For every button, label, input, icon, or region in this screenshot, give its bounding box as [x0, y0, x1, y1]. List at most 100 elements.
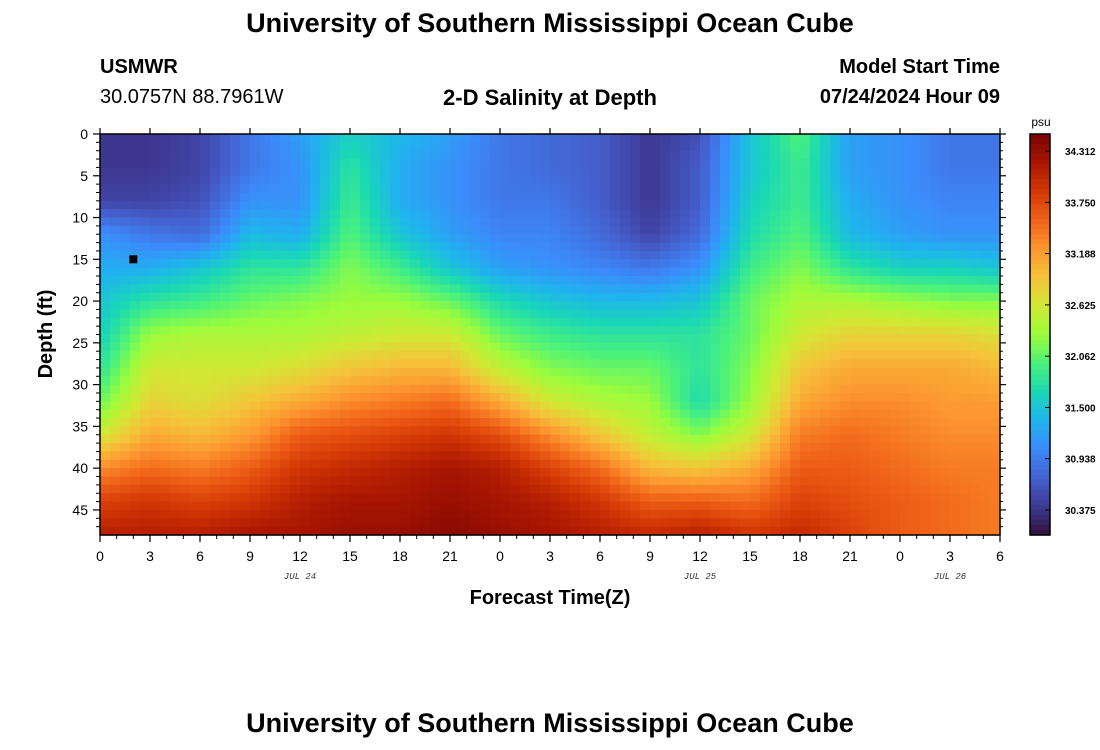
heat-cell: [580, 518, 591, 528]
heat-cell: [450, 434, 461, 444]
heat-cell: [970, 468, 981, 478]
heat-cell: [310, 326, 321, 336]
heat-cell: [770, 384, 781, 394]
heat-cell: [880, 200, 891, 210]
heat-cell: [780, 476, 791, 486]
heat-cell: [770, 225, 781, 235]
heat-cell: [120, 209, 131, 219]
heat-cell: [430, 159, 441, 169]
heat-cell: [560, 459, 571, 469]
heat-cell: [860, 267, 871, 277]
heat-cell: [550, 134, 561, 143]
heat-cell: [880, 317, 891, 327]
heat-cell: [460, 476, 471, 486]
heat-cell: [810, 443, 821, 453]
heat-cell: [220, 259, 231, 269]
heat-cell: [430, 367, 441, 377]
heat-cell: [440, 359, 451, 369]
heat-cell: [530, 509, 541, 519]
heat-cell: [910, 459, 921, 469]
heat-cell: [250, 309, 261, 319]
heat-cell: [260, 225, 271, 235]
heat-cell: [210, 267, 221, 277]
heat-cell: [160, 351, 171, 361]
heat-cell: [690, 384, 701, 394]
heat-cell: [300, 317, 311, 327]
heat-cell: [970, 359, 981, 369]
heat-cell: [160, 451, 171, 461]
heat-cell: [400, 376, 411, 386]
colorbar-segment: [1030, 459, 1050, 466]
heat-cell: [420, 342, 431, 352]
heat-cell: [750, 434, 761, 444]
heat-cell: [220, 476, 231, 486]
heat-cell: [540, 392, 551, 402]
heat-cell: [180, 159, 191, 169]
heat-cell: [930, 367, 941, 377]
heat-cell: [820, 334, 831, 344]
heat-cell: [670, 518, 681, 528]
heat-cell: [870, 225, 881, 235]
heat-cell: [790, 259, 801, 269]
heat-cell: [470, 367, 481, 377]
heat-cell: [360, 150, 371, 160]
heat-cell: [860, 234, 871, 244]
heat-cell: [630, 234, 641, 244]
heat-cell: [670, 426, 681, 436]
heat-cell: [440, 334, 451, 344]
heat-cell: [300, 392, 311, 402]
heat-cell: [330, 518, 341, 528]
heat-cell: [440, 367, 451, 377]
heat-cell: [750, 351, 761, 361]
heat-cell: [930, 359, 941, 369]
heat-cell: [740, 267, 751, 277]
heat-cell: [520, 159, 531, 169]
heat-cell: [680, 459, 691, 469]
heat-cell: [610, 501, 621, 511]
heat-cell: [770, 418, 781, 427]
heat-cell: [360, 301, 371, 311]
heat-cell: [670, 292, 681, 302]
heat-cell: [770, 459, 781, 469]
heat-cell: [600, 276, 611, 285]
heat-cell: [190, 225, 201, 235]
heat-cell: [640, 184, 651, 194]
heat-cell: [540, 451, 551, 461]
heat-cell: [660, 284, 671, 294]
heat-cell: [100, 142, 111, 152]
heat-cell: [740, 142, 751, 152]
heat-cell: [920, 225, 931, 235]
heat-cell: [970, 392, 981, 402]
heat-cell: [610, 150, 621, 160]
heat-cell: [750, 142, 761, 152]
heat-cell: [660, 392, 671, 402]
heat-cell: [610, 376, 621, 386]
heat-cell: [330, 451, 341, 461]
heat-cell: [390, 242, 401, 252]
heat-cell: [190, 134, 201, 143]
heat-cell: [930, 234, 941, 244]
heat-cell: [910, 234, 921, 244]
heat-cell: [450, 518, 461, 528]
heat-cell: [340, 518, 351, 528]
heat-cell: [360, 359, 371, 369]
heat-cell: [460, 434, 471, 444]
heat-cell: [110, 250, 121, 260]
heat-cell: [890, 426, 901, 436]
heat-cell: [430, 526, 441, 536]
heat-cell: [540, 342, 551, 352]
heat-cell: [820, 150, 831, 160]
heat-cell: [100, 526, 111, 536]
heat-cell: [190, 509, 201, 519]
heat-cell: [850, 342, 861, 352]
heat-cell: [690, 209, 701, 219]
heat-cell: [500, 267, 511, 277]
heat-cell: [220, 192, 231, 202]
heat-cell: [650, 184, 661, 194]
heat-cell: [840, 250, 851, 260]
heat-cell: [960, 234, 971, 244]
heat-cell: [420, 250, 431, 260]
heat-cell: [260, 351, 271, 361]
heat-cell: [120, 468, 131, 478]
heat-cell: [390, 217, 401, 227]
